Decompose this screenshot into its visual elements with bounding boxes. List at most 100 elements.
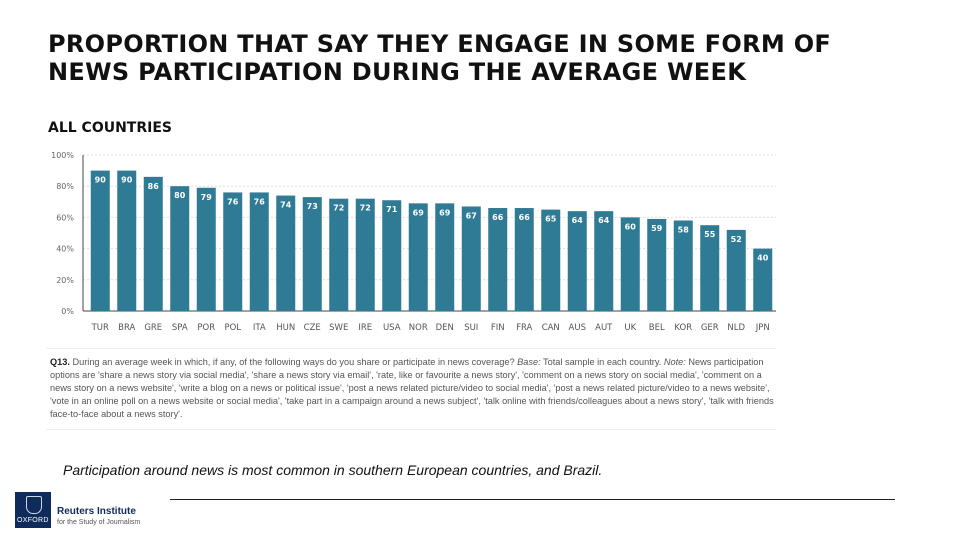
data-label: 64 xyxy=(572,216,584,225)
x-tick-label: UK xyxy=(624,323,636,333)
data-label: 55 xyxy=(704,230,716,239)
bar xyxy=(143,176,163,311)
institute-subtitle: for the Study of Journalism xyxy=(57,519,141,526)
data-label: 71 xyxy=(386,205,398,214)
bar xyxy=(117,170,137,311)
data-label: 52 xyxy=(731,235,742,244)
bar xyxy=(276,195,296,311)
bar xyxy=(673,220,693,311)
data-label: 72 xyxy=(333,204,344,213)
crest-icon xyxy=(26,496,42,514)
x-tick-label: SUI xyxy=(464,323,478,333)
bar xyxy=(620,217,640,311)
data-label: 69 xyxy=(413,208,425,217)
bar xyxy=(302,197,322,311)
x-tick-label: POL xyxy=(224,323,241,333)
bar xyxy=(753,248,773,311)
y-tick-label: 0% xyxy=(61,307,74,316)
x-tick-label: FRA xyxy=(516,323,532,333)
x-tick-label: GRE xyxy=(144,323,162,333)
x-tick-label: CAN xyxy=(542,323,560,333)
footnote: Q13. During an average week in which, if… xyxy=(50,356,780,421)
divider xyxy=(170,499,895,500)
bar xyxy=(223,192,243,311)
data-label: 90 xyxy=(121,176,133,185)
data-label: 79 xyxy=(201,193,213,202)
x-tick-label: AUS xyxy=(569,323,586,333)
bar xyxy=(461,206,481,311)
x-tick-label: AUT xyxy=(595,323,613,333)
data-label: 86 xyxy=(148,182,160,191)
data-label: 58 xyxy=(678,226,690,235)
bar xyxy=(90,170,110,311)
data-label: 76 xyxy=(227,197,239,206)
bar xyxy=(382,200,402,311)
y-tick-label: 20% xyxy=(56,276,74,285)
x-tick-label: JPN xyxy=(755,323,770,333)
x-tick-label: NLD xyxy=(727,323,745,333)
x-tick-label: BEL xyxy=(649,323,665,333)
data-label: 74 xyxy=(280,201,292,210)
bar xyxy=(196,187,216,311)
institute-name: Reuters Institute xyxy=(57,506,136,517)
x-tick-label: USA xyxy=(383,323,401,333)
bar xyxy=(541,209,561,311)
x-tick-label: SPA xyxy=(172,323,188,333)
y-tick-label: 100% xyxy=(51,151,74,160)
bar xyxy=(329,198,349,311)
x-tick-label: POR xyxy=(197,323,215,333)
bar xyxy=(249,192,269,311)
footnote-base: Total sample in each country. xyxy=(540,357,664,367)
y-tick-label: 80% xyxy=(56,182,74,191)
x-tick-label: NOR xyxy=(409,323,428,333)
footnote-question: During an average week in which, if any,… xyxy=(69,357,518,367)
x-tick-label: HUN xyxy=(276,323,295,333)
footnote-note: News participation options are 'share a … xyxy=(50,357,774,419)
bar xyxy=(726,229,746,311)
footnote-box xyxy=(46,348,776,430)
x-tick-label: FIN xyxy=(491,323,505,333)
bar xyxy=(488,208,508,311)
x-tick-label: SWE xyxy=(329,323,348,333)
bar xyxy=(700,225,720,311)
bar xyxy=(408,203,428,311)
data-label: 73 xyxy=(307,202,318,211)
data-label: 65 xyxy=(545,215,557,224)
x-tick-label: ITA xyxy=(253,323,266,333)
oxford-logo xyxy=(15,492,51,528)
x-tick-label: GER xyxy=(701,323,719,333)
caption: Participation around news is most common… xyxy=(63,462,603,478)
logo-mark: OXFORD xyxy=(17,517,49,524)
slide-title: PROPORTION THAT SAY THEY ENGAGE IN SOME … xyxy=(48,30,832,86)
y-tick-label: 40% xyxy=(56,245,74,254)
bar xyxy=(170,186,190,311)
data-label: 66 xyxy=(519,213,531,222)
x-tick-label: BRA xyxy=(118,323,135,333)
footnote-note-label: Note: xyxy=(663,357,686,367)
footnote-base-label: Base: xyxy=(517,357,541,367)
data-label: 64 xyxy=(598,216,610,225)
data-label: 69 xyxy=(439,208,451,217)
y-tick-label: 60% xyxy=(56,213,74,222)
data-label: 67 xyxy=(466,211,477,220)
data-label: 59 xyxy=(651,224,663,233)
bar xyxy=(567,211,587,311)
footnote-question-label: Q13. xyxy=(50,357,70,367)
x-tick-label: CZE xyxy=(304,323,321,333)
bar xyxy=(647,218,667,311)
slide-subtitle: ALL COUNTRIES xyxy=(48,120,172,136)
data-label: 40 xyxy=(757,254,769,263)
bar xyxy=(355,198,375,311)
data-label: 72 xyxy=(360,204,371,213)
x-tick-label: KOR xyxy=(674,323,692,333)
data-label: 90 xyxy=(95,176,107,185)
bar-chart: 0% 20% 40% 60% 80% 100% 90 TUR 90 BRA 86 GRE 80 SPA 79… xyxy=(51,151,776,333)
bar xyxy=(594,211,614,311)
x-tick-label: TUR xyxy=(91,323,109,333)
x-tick-label: DEN xyxy=(436,323,454,333)
data-label: 80 xyxy=(174,191,186,200)
bar xyxy=(514,208,534,311)
bar xyxy=(435,203,455,311)
data-label: 60 xyxy=(625,222,637,231)
data-label: 66 xyxy=(492,213,504,222)
